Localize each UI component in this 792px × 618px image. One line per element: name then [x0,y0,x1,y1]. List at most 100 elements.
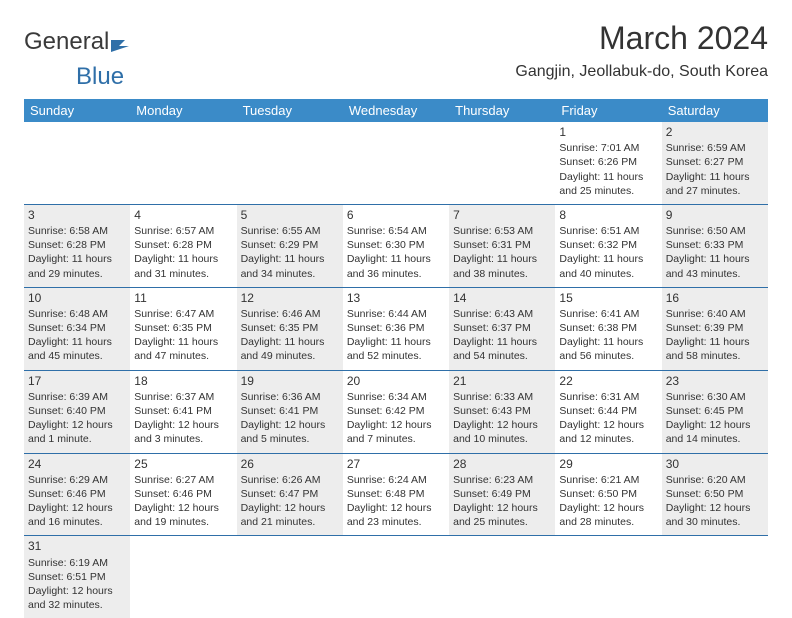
calendar-day-cell: 5Sunrise: 6:55 AMSunset: 6:29 PMDaylight… [237,204,343,287]
calendar-day-cell: 2Sunrise: 6:59 AMSunset: 6:27 PMDaylight… [662,122,768,204]
calendar-day-cell [237,122,343,204]
day-number: 27 [347,456,445,472]
calendar-day-cell: 12Sunrise: 6:46 AMSunset: 6:35 PMDayligh… [237,287,343,370]
calendar-day-cell: 30Sunrise: 6:20 AMSunset: 6:50 PMDayligh… [662,453,768,536]
calendar-day-cell [555,536,661,618]
sunrise-text: Sunrise: 6:47 AM [134,307,232,321]
sunrise-text: Sunrise: 6:26 AM [241,473,339,487]
calendar-day-cell: 3Sunrise: 6:58 AMSunset: 6:28 PMDaylight… [24,204,130,287]
calendar-col-header: Saturday [662,99,768,122]
day-number: 12 [241,290,339,306]
calendar-day-cell: 13Sunrise: 6:44 AMSunset: 6:36 PMDayligh… [343,287,449,370]
day-number: 31 [28,538,126,554]
daylight-text: Daylight: 12 hours and 5 minutes. [241,418,339,446]
sunset-text: Sunset: 6:35 PM [241,321,339,335]
sunrise-text: Sunrise: 6:33 AM [453,390,551,404]
day-number: 4 [134,207,232,223]
sunset-text: Sunset: 6:51 PM [28,570,126,584]
calendar-header-row: SundayMondayTuesdayWednesdayThursdayFrid… [24,99,768,122]
calendar-week-row: 3Sunrise: 6:58 AMSunset: 6:28 PMDaylight… [24,204,768,287]
calendar-day-cell [24,122,130,204]
calendar-day-cell: 9Sunrise: 6:50 AMSunset: 6:33 PMDaylight… [662,204,768,287]
sunrise-text: Sunrise: 6:36 AM [241,390,339,404]
sunrise-text: Sunrise: 6:51 AM [559,224,657,238]
day-number: 23 [666,373,764,389]
daylight-text: Daylight: 11 hours and 52 minutes. [347,335,445,363]
calendar-day-cell: 24Sunrise: 6:29 AMSunset: 6:46 PMDayligh… [24,453,130,536]
sunrise-text: Sunrise: 6:34 AM [347,390,445,404]
calendar-day-cell: 8Sunrise: 6:51 AMSunset: 6:32 PMDaylight… [555,204,661,287]
daylight-text: Daylight: 11 hours and 43 minutes. [666,252,764,280]
day-number: 11 [134,290,232,306]
daylight-text: Daylight: 11 hours and 27 minutes. [666,170,764,198]
sunset-text: Sunset: 6:28 PM [134,238,232,252]
sunset-text: Sunset: 6:31 PM [453,238,551,252]
sunset-text: Sunset: 6:34 PM [28,321,126,335]
daylight-text: Daylight: 12 hours and 21 minutes. [241,501,339,529]
calendar-day-cell [662,536,768,618]
calendar-day-cell [343,536,449,618]
day-number: 19 [241,373,339,389]
calendar-day-cell: 20Sunrise: 6:34 AMSunset: 6:42 PMDayligh… [343,370,449,453]
calendar-day-cell: 27Sunrise: 6:24 AMSunset: 6:48 PMDayligh… [343,453,449,536]
daylight-text: Daylight: 12 hours and 14 minutes. [666,418,764,446]
day-number: 21 [453,373,551,389]
sunrise-text: Sunrise: 6:43 AM [453,307,551,321]
daylight-text: Daylight: 12 hours and 23 minutes. [347,501,445,529]
daylight-text: Daylight: 11 hours and 49 minutes. [241,335,339,363]
calendar-col-header: Friday [555,99,661,122]
sunrise-text: Sunrise: 7:01 AM [559,141,657,155]
sunrise-text: Sunrise: 6:57 AM [134,224,232,238]
sunrise-text: Sunrise: 6:37 AM [134,390,232,404]
calendar-col-header: Monday [130,99,236,122]
sunset-text: Sunset: 6:26 PM [559,155,657,169]
sunset-text: Sunset: 6:30 PM [347,238,445,252]
calendar-day-cell [237,536,343,618]
sunset-text: Sunset: 6:33 PM [666,238,764,252]
calendar-body: 1Sunrise: 7:01 AMSunset: 6:26 PMDaylight… [24,122,768,618]
logo-text-general: General [24,28,109,56]
sunset-text: Sunset: 6:29 PM [241,238,339,252]
sunset-text: Sunset: 6:37 PM [453,321,551,335]
sunrise-text: Sunrise: 6:23 AM [453,473,551,487]
calendar-day-cell [130,536,236,618]
sunset-text: Sunset: 6:36 PM [347,321,445,335]
sunrise-text: Sunrise: 6:46 AM [241,307,339,321]
sunset-text: Sunset: 6:39 PM [666,321,764,335]
sunrise-text: Sunrise: 6:41 AM [559,307,657,321]
logo-text-blue: Blue [76,63,124,91]
sunset-text: Sunset: 6:43 PM [453,404,551,418]
daylight-text: Daylight: 12 hours and 3 minutes. [134,418,232,446]
daylight-text: Daylight: 12 hours and 1 minute. [28,418,126,446]
sunset-text: Sunset: 6:41 PM [241,404,339,418]
sunset-text: Sunset: 6:50 PM [559,487,657,501]
day-number: 10 [28,290,126,306]
daylight-text: Daylight: 12 hours and 12 minutes. [559,418,657,446]
logo: General [24,28,133,56]
daylight-text: Daylight: 11 hours and 40 minutes. [559,252,657,280]
day-number: 20 [347,373,445,389]
sunset-text: Sunset: 6:32 PM [559,238,657,252]
sunset-text: Sunset: 6:47 PM [241,487,339,501]
calendar-col-header: Wednesday [343,99,449,122]
sunrise-text: Sunrise: 6:31 AM [559,390,657,404]
sunrise-text: Sunrise: 6:20 AM [666,473,764,487]
day-number: 13 [347,290,445,306]
title-block: March 2024 Gangjin, Jeollabuk-do, South … [515,20,768,81]
sunrise-text: Sunrise: 6:59 AM [666,141,764,155]
sunset-text: Sunset: 6:48 PM [347,487,445,501]
sunset-text: Sunset: 6:27 PM [666,155,764,169]
calendar-day-cell: 23Sunrise: 6:30 AMSunset: 6:45 PMDayligh… [662,370,768,453]
sunset-text: Sunset: 6:28 PM [28,238,126,252]
daylight-text: Daylight: 12 hours and 10 minutes. [453,418,551,446]
calendar-day-cell: 26Sunrise: 6:26 AMSunset: 6:47 PMDayligh… [237,453,343,536]
sunrise-text: Sunrise: 6:21 AM [559,473,657,487]
day-number: 22 [559,373,657,389]
calendar-day-cell [130,122,236,204]
day-number: 24 [28,456,126,472]
sunrise-text: Sunrise: 6:53 AM [453,224,551,238]
calendar-day-cell [343,122,449,204]
calendar-day-cell: 4Sunrise: 6:57 AMSunset: 6:28 PMDaylight… [130,204,236,287]
calendar-week-row: 24Sunrise: 6:29 AMSunset: 6:46 PMDayligh… [24,453,768,536]
daylight-text: Daylight: 12 hours and 30 minutes. [666,501,764,529]
